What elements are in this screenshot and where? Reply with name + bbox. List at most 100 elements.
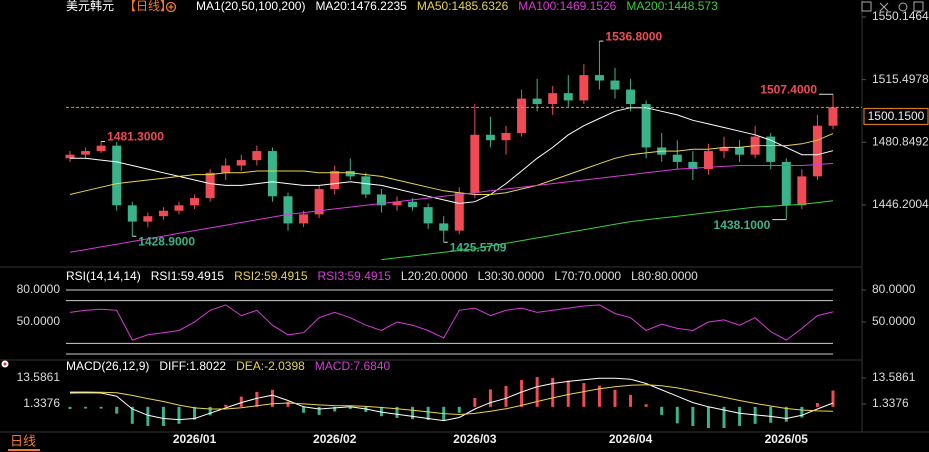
candle-body <box>719 147 729 152</box>
candle-body <box>345 170 355 177</box>
panel-header: RSI(14,14,14) RSI1:59.4915 RSI2:59.4915 RSI… <box>66 269 698 283</box>
rsi-line <box>69 304 834 341</box>
macd-bar <box>286 401 290 407</box>
candle-body <box>501 132 511 141</box>
legend-entry: MA200:1448.573 <box>626 0 718 13</box>
legend-entry: MA100:1469.1526 <box>518 0 616 13</box>
candle-body <box>812 125 822 177</box>
icon <box>913 1 924 12</box>
macd-bar <box>348 406 352 409</box>
candle-body <box>158 210 168 217</box>
legend-entry: L70:70.0000 <box>554 269 621 283</box>
macd-bar <box>473 397 477 407</box>
candle-body <box>766 136 776 162</box>
candle-body <box>236 160 246 166</box>
legend-entry: DIFF:1.8022 <box>159 359 226 373</box>
macd-line <box>69 377 834 422</box>
candle-body <box>594 75 604 81</box>
macd-bar <box>255 391 259 407</box>
last-price-box <box>863 107 929 125</box>
candle-body <box>828 107 838 126</box>
ma-line <box>69 133 834 195</box>
icon <box>879 2 889 12</box>
candle-body <box>532 98 542 105</box>
macd-bar <box>177 406 181 424</box>
macd-bar <box>426 406 430 421</box>
x-tick-label: 2026/05 <box>765 432 809 446</box>
candle-body <box>454 192 464 231</box>
legend-entry: 美元韩元 <box>66 0 114 13</box>
macd-bar <box>68 406 72 409</box>
legend-entry: MACD(26,12,9) <box>66 359 149 373</box>
candle-body <box>127 205 137 222</box>
candle-body <box>112 145 122 206</box>
settings-icon[interactable] <box>165 1 177 13</box>
legend-entry: RSI3:59.4915 <box>318 269 392 283</box>
macd-bar <box>161 406 165 426</box>
y-tick-label: 1480.8492 <box>872 134 929 148</box>
macd-bar <box>769 406 773 423</box>
macd-bar <box>84 406 88 409</box>
macd-bar <box>115 406 119 414</box>
candle-body <box>267 151 277 197</box>
candle-body <box>283 196 293 224</box>
panel-header: 美元韩元 【日线】 MA1(20,50,100,200) MA20:1476.2235… <box>66 0 718 13</box>
macd-bar <box>535 377 539 407</box>
candle-body <box>174 205 184 211</box>
macd-bar <box>379 406 383 417</box>
macd-bar <box>644 404 648 407</box>
macd-bar <box>411 406 415 420</box>
y-tick-label-left: 50.0000 <box>17 314 61 328</box>
annotation: 1536.8000 <box>605 29 662 43</box>
annotation: 1425.5709 <box>450 240 507 254</box>
macd-bar <box>488 389 492 407</box>
candle-body <box>735 147 745 155</box>
macd-bar <box>660 406 664 415</box>
macd-bar <box>566 380 570 407</box>
legend-entry: 【日线】 <box>124 0 172 13</box>
candle-body <box>797 176 807 206</box>
macd-bar <box>629 394 633 407</box>
legend-entry: MA50:1485.6326 <box>417 0 509 13</box>
macd-bar <box>691 406 695 426</box>
macd-bar <box>130 406 134 424</box>
macd-bar <box>582 383 586 407</box>
macd-bar <box>551 377 555 407</box>
period-tab[interactable]: 日线 <box>10 433 36 448</box>
candle-body <box>563 93 573 101</box>
candle-body <box>703 151 713 170</box>
candle-body <box>688 161 698 170</box>
macd-bar <box>613 389 617 407</box>
macd-bar <box>738 406 742 426</box>
ma-line <box>70 107 834 205</box>
toolbar-icons[interactable] <box>861 1 924 12</box>
icon-ring <box>165 1 177 13</box>
candle-body <box>143 216 153 222</box>
legend-entry: L20:20.0000 <box>401 269 468 283</box>
legend-entry: DEA:-2.0398 <box>236 359 305 373</box>
candle-body <box>672 154 682 162</box>
macd-bar <box>504 386 508 407</box>
y-tick-label-left: 1.3376 <box>23 396 60 410</box>
macd-bar <box>520 380 524 407</box>
candle-body <box>470 134 480 193</box>
candle-body <box>408 201 418 208</box>
candle-body <box>314 189 324 215</box>
last-price-label: 1500.1500 <box>868 109 925 123</box>
candle-body <box>330 170 340 190</box>
macd-bar <box>317 406 321 415</box>
y-tick-label: 1446.2004 <box>872 197 929 211</box>
candle-body <box>548 93 558 105</box>
macd-bar <box>457 406 461 413</box>
legend-entry: RSI(14,14,14) <box>66 269 141 283</box>
y-tick-label: 50.0000 <box>872 314 916 328</box>
legend-entry: MA1(20,50,100,200) <box>196 0 305 13</box>
side-icon[interactable] <box>1 360 9 368</box>
macd-bar <box>208 406 212 416</box>
icon <box>861 1 872 12</box>
macd-bar <box>270 389 274 407</box>
macd-bar <box>706 406 710 429</box>
annotation: 1481.3000 <box>107 130 164 144</box>
panel-header: MACD(26,12,9) DIFF:1.8022 DEA:-2.0398 MACD:… <box>66 359 390 373</box>
